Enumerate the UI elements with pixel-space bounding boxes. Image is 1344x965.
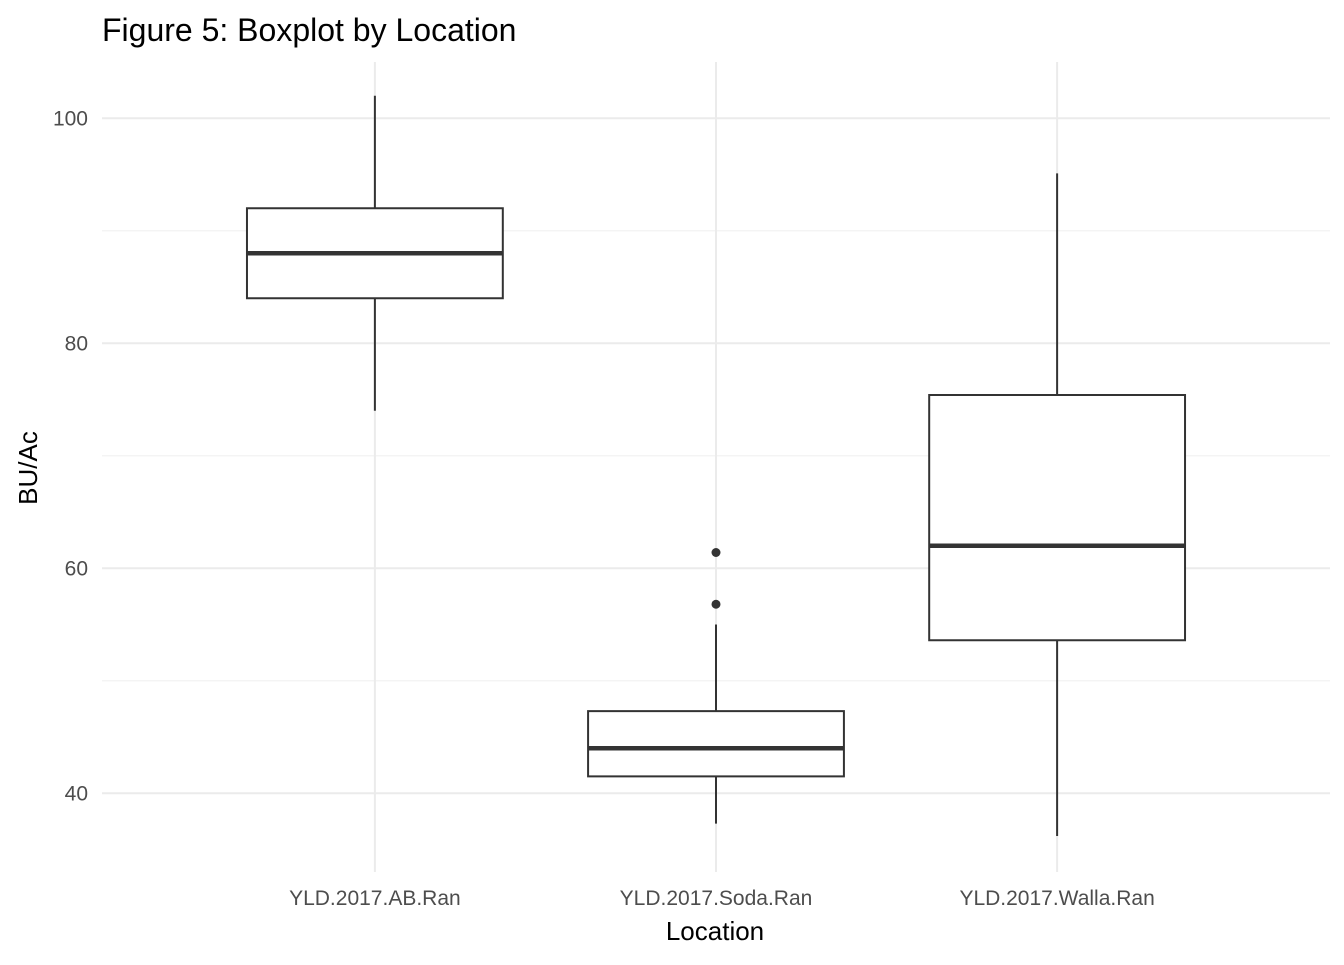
box-layer — [245, 95, 1187, 836]
y-tick-label: 100 — [53, 107, 88, 130]
box-YLD.2017.Walla.Ran — [928, 173, 1187, 836]
outlier-point — [711, 548, 721, 557]
y-axis-title: BU/Ac — [13, 431, 43, 505]
box-iqr — [587, 710, 845, 778]
x-tick-label: YLD.2017.AB.Ran — [289, 887, 461, 910]
y-tick-label: 60 — [65, 557, 88, 580]
x-axis-title: Location — [666, 916, 764, 946]
x-tick-label: YLD.2017.Soda.Ran — [620, 887, 813, 910]
chart-title: Figure 5: Boxplot by Location — [102, 12, 516, 48]
box-iqr — [928, 394, 1187, 642]
x-tick-label: YLD.2017.Walla.Ran — [959, 887, 1154, 910]
outlier-point — [711, 599, 721, 609]
axis-layer: 40 60 80 100 YLD.2017.AB.Ran YLD.2017.Soda.Ra… — [53, 107, 1155, 910]
y-tick-label: 80 — [65, 332, 88, 355]
y-tick-label: 40 — [65, 782, 88, 805]
box-YLD.2017.Soda.Ran — [587, 548, 845, 824]
box-YLD.2017.AB.Ran — [245, 95, 504, 411]
